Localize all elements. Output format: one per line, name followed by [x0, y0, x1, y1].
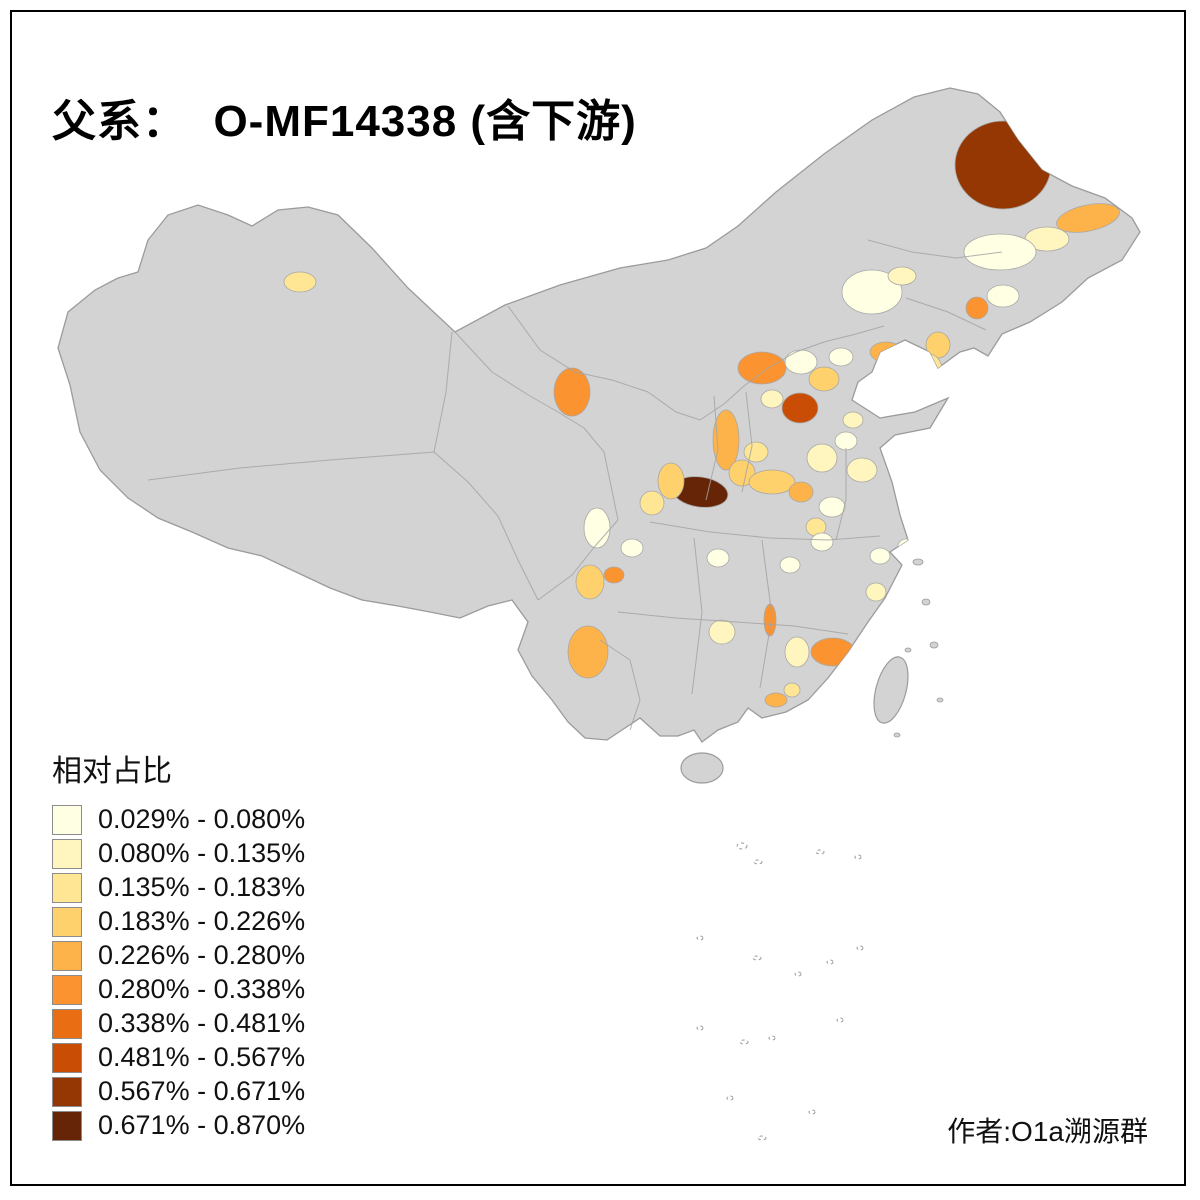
legend-swatch	[52, 1076, 82, 1107]
legend-label: 0.338% - 0.481%	[98, 1008, 306, 1038]
map-region	[639, 490, 665, 516]
map-region	[748, 469, 796, 495]
map-region	[986, 284, 1020, 308]
map-region	[743, 441, 769, 463]
legend-row: 0.481% - 0.567%	[52, 1042, 305, 1073]
author-credit: 作者:O1a溯源群	[947, 1116, 1148, 1147]
map-region	[763, 603, 777, 637]
map-region	[842, 411, 864, 429]
china-mainland-shape	[57, 87, 1141, 743]
map-region	[283, 271, 317, 293]
map-region	[846, 457, 878, 483]
legend-swatch	[52, 940, 82, 971]
map-region	[784, 636, 810, 668]
colored-prefectures-layer	[283, 120, 1120, 708]
map-region	[925, 331, 951, 359]
map-region	[1056, 203, 1120, 233]
map-region	[583, 507, 611, 549]
legend-swatch	[52, 1008, 82, 1039]
map-region	[810, 532, 834, 552]
map-region	[887, 266, 917, 286]
map-region	[781, 392, 819, 424]
legend-swatch	[52, 906, 82, 937]
legend-swatch	[52, 838, 82, 869]
map-region	[708, 619, 736, 645]
map-region	[575, 564, 605, 600]
map-region	[828, 347, 854, 367]
map-region	[620, 538, 644, 558]
legend-row: 0.338% - 0.481%	[52, 1008, 305, 1039]
map-region	[808, 366, 840, 392]
map-region	[783, 682, 801, 698]
map-region	[657, 462, 685, 500]
legend-swatch	[52, 1042, 82, 1073]
map-region	[788, 481, 814, 503]
map-region	[764, 692, 788, 708]
legend-row: 0.029% - 0.080%	[52, 804, 305, 835]
south-china-sea-islands	[696, 842, 864, 1141]
hainan-island-shape	[680, 752, 724, 784]
legend-label: 0.671% - 0.870%	[98, 1110, 306, 1140]
legend-swatch	[52, 804, 82, 835]
map-region	[834, 431, 858, 451]
legend-row: 0.080% - 0.135%	[52, 838, 305, 869]
legend-label: 0.080% - 0.135%	[98, 838, 306, 868]
map-region	[841, 269, 903, 315]
legend-label: 0.183% - 0.226%	[98, 906, 306, 936]
legend-title: 相对占比	[52, 755, 172, 788]
coastal-islands	[893, 558, 944, 738]
legend-label: 0.226% - 0.280%	[98, 940, 306, 970]
map-region	[965, 296, 989, 320]
map-region	[915, 353, 943, 387]
legend-label: 0.481% - 0.567%	[98, 1042, 306, 1072]
map-region	[712, 409, 740, 471]
map-region	[954, 120, 1052, 210]
map-region	[728, 459, 756, 487]
map-region	[760, 389, 784, 409]
map-region	[784, 349, 818, 375]
legend-swatch	[52, 1110, 82, 1141]
map-region	[706, 548, 730, 568]
legend: 相对占比 0.029% - 0.080% 0.080% - 0.135% 0.135…	[52, 746, 305, 1144]
map-region	[603, 566, 625, 584]
map-region	[869, 547, 891, 565]
map-region	[897, 538, 915, 554]
map-region	[806, 443, 838, 473]
taiwan-island-shape	[873, 656, 909, 724]
map-region	[553, 367, 591, 417]
legend-swatch	[52, 974, 82, 1005]
map-region	[779, 556, 801, 574]
page-title: 父系： O-MF14338 (含下游)	[52, 97, 637, 147]
legend-row: 0.567% - 0.671%	[52, 1076, 305, 1107]
map-region	[865, 582, 887, 602]
legend-swatch	[52, 872, 82, 903]
legend-label: 0.567% - 0.671%	[98, 1076, 306, 1106]
legend-label: 0.280% - 0.338%	[98, 974, 306, 1004]
map-region	[567, 625, 609, 679]
legend-rows: 0.029% - 0.080% 0.080% - 0.135% 0.135% - 0…	[52, 804, 305, 1141]
map-region	[818, 496, 846, 518]
legend-row: 0.183% - 0.226%	[52, 906, 305, 937]
legend-row: 0.280% - 0.338%	[52, 974, 305, 1005]
map-region	[869, 341, 903, 363]
legend-row: 0.226% - 0.280%	[52, 940, 305, 971]
province-borders	[147, 239, 1003, 731]
map-region	[737, 351, 787, 385]
legend-label: 0.029% - 0.080%	[98, 804, 306, 834]
legend-row: 0.135% - 0.183%	[52, 872, 305, 903]
legend-row: 0.671% - 0.870%	[52, 1110, 305, 1141]
legend-label: 0.135% - 0.183%	[98, 872, 306, 902]
